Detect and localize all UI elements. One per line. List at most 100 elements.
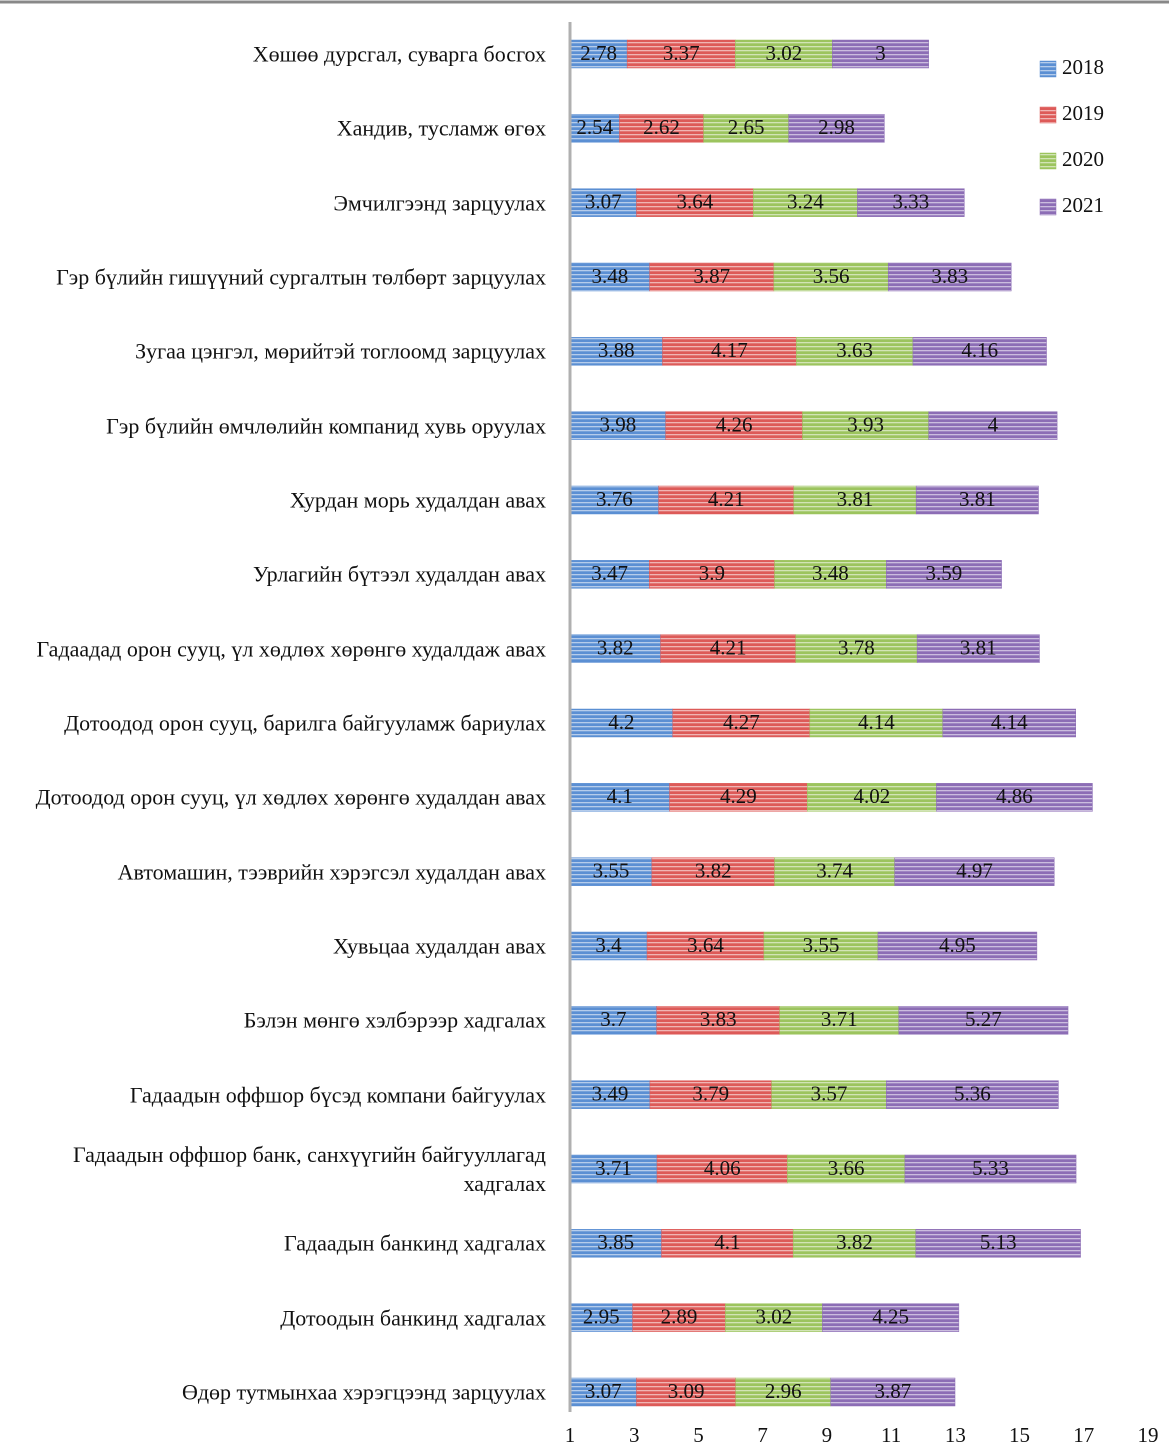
bar-segment bbox=[626, 39, 736, 69]
category-label: Эмчилгээнд зарцуулах bbox=[333, 190, 546, 216]
bar-segment bbox=[830, 1377, 956, 1407]
data-label: 4.21 bbox=[708, 487, 745, 511]
data-label: 3.81 bbox=[959, 487, 996, 511]
bar-segment bbox=[569, 783, 670, 812]
bar-segment bbox=[665, 411, 803, 440]
bar-segment bbox=[774, 857, 895, 886]
bar-segment bbox=[662, 337, 797, 366]
legend-label: 2020 bbox=[1062, 147, 1104, 171]
bar-segment bbox=[649, 560, 775, 589]
bar-segment bbox=[787, 1154, 906, 1184]
category-label: Гадаадын банкинд хадгалах bbox=[284, 1230, 546, 1256]
data-label: 3.82 bbox=[695, 858, 732, 882]
data-label: 2.62 bbox=[643, 115, 680, 139]
bar-segment bbox=[904, 1154, 1077, 1184]
bar-segment bbox=[857, 188, 965, 217]
category-label: Гэр бүлийн өмчлөлийн компанид хувь оруул… bbox=[106, 413, 546, 439]
data-label: 3.81 bbox=[837, 487, 874, 511]
data-label: 4.16 bbox=[961, 338, 998, 362]
x-tick-label: 17 bbox=[1073, 1423, 1094, 1447]
data-label: 3.02 bbox=[756, 1304, 793, 1328]
bar-segment bbox=[898, 1006, 1069, 1035]
data-label: 2.78 bbox=[580, 41, 617, 65]
data-label: 5.36 bbox=[954, 1081, 991, 1105]
bar-segment bbox=[636, 1377, 736, 1407]
bar-segment bbox=[887, 262, 1012, 292]
data-label: 3.59 bbox=[926, 561, 963, 585]
x-tick-label: 15 bbox=[1009, 1423, 1030, 1447]
bar-segment bbox=[569, 1303, 633, 1332]
bar-segment bbox=[569, 262, 650, 292]
bar-segment bbox=[877, 931, 1038, 961]
data-label: 4 bbox=[988, 412, 999, 436]
data-label: 4.1 bbox=[607, 784, 633, 808]
data-label: 4.97 bbox=[956, 858, 993, 882]
data-label: 3.85 bbox=[597, 1230, 634, 1254]
data-label: 5.13 bbox=[980, 1230, 1017, 1254]
bar-segment bbox=[569, 1229, 662, 1258]
data-label: 3.63 bbox=[836, 338, 873, 362]
data-label: 3.79 bbox=[692, 1081, 729, 1105]
bar-segment bbox=[649, 1080, 772, 1109]
data-label: 3.47 bbox=[591, 561, 628, 585]
data-label: 3.07 bbox=[585, 189, 622, 213]
bar-segment bbox=[636, 188, 754, 217]
data-label: 3 bbox=[875, 41, 886, 65]
data-label: 3.33 bbox=[892, 189, 929, 213]
data-label: 3.49 bbox=[592, 1081, 629, 1105]
data-label: 4.1 bbox=[714, 1230, 740, 1254]
category-label: Гадаадад орон сууц, үл хөдлөх хөрөнгө ху… bbox=[36, 636, 546, 662]
data-label: 3.78 bbox=[838, 635, 875, 659]
data-label: 3.87 bbox=[693, 264, 730, 288]
bar-segment bbox=[569, 708, 674, 738]
bar-segment bbox=[936, 783, 1093, 812]
data-label: 3.88 bbox=[598, 338, 635, 362]
data-label: 3.7 bbox=[600, 1007, 626, 1031]
data-label: 2.89 bbox=[661, 1304, 698, 1328]
data-label: 2.65 bbox=[728, 115, 765, 139]
category-label: Хурдан морь худалдан авах bbox=[289, 487, 546, 513]
bar-segment bbox=[735, 39, 833, 69]
data-label: 3.48 bbox=[812, 561, 849, 585]
bar-segment bbox=[771, 1080, 887, 1109]
bar-segment bbox=[807, 783, 937, 812]
data-label: 4.14 bbox=[991, 710, 1028, 734]
category-label: Хувьцаа худалдан авах bbox=[333, 933, 546, 959]
bar-segment bbox=[660, 634, 796, 663]
bar-segment bbox=[894, 857, 1055, 886]
bar-segment bbox=[886, 560, 1002, 589]
x-tick-label: 13 bbox=[945, 1423, 966, 1447]
data-label: 4.25 bbox=[872, 1304, 909, 1328]
data-label: 3.07 bbox=[585, 1379, 622, 1403]
data-label: 3.74 bbox=[816, 858, 853, 882]
data-label: 3.82 bbox=[836, 1230, 873, 1254]
bar-segment bbox=[619, 114, 704, 143]
category-label: Хөшөө дурсгал, суварга босгох bbox=[252, 41, 546, 67]
data-label: 3.9 bbox=[699, 561, 725, 585]
data-label: 4.29 bbox=[720, 784, 757, 808]
bar-segment bbox=[569, 1154, 658, 1184]
bar-segment bbox=[832, 39, 929, 69]
data-label: 3.82 bbox=[597, 635, 634, 659]
data-label: 3.76 bbox=[596, 487, 633, 511]
category-label: Урлагийн бүтээл худалдан авах bbox=[252, 561, 546, 587]
bar-segment bbox=[915, 1229, 1081, 1258]
category-label: Дотоодод орон сууц, барилга байгууламж б… bbox=[64, 710, 546, 736]
bar-segment bbox=[809, 708, 944, 738]
bar-segment bbox=[763, 931, 879, 961]
data-label: 2.95 bbox=[583, 1304, 620, 1328]
category-label: Өдөр тутмынхаа хэрэгцээнд зарцуулах bbox=[181, 1379, 546, 1405]
data-label: 5.27 bbox=[965, 1007, 1002, 1031]
legend-label: 2018 bbox=[1062, 55, 1104, 79]
bar-segment bbox=[886, 1080, 1059, 1109]
data-label: 3.55 bbox=[803, 933, 840, 957]
bar-segment bbox=[916, 634, 1040, 663]
bar-segment bbox=[569, 931, 648, 961]
legend-label: 2021 bbox=[1062, 193, 1104, 217]
category-label: Дотоодод орон сууц, үл хөдлөх хөрөнгө ху… bbox=[35, 784, 546, 810]
data-label: 3.55 bbox=[593, 858, 630, 882]
data-label: 4.02 bbox=[853, 784, 890, 808]
data-label: 3.09 bbox=[668, 1379, 705, 1403]
